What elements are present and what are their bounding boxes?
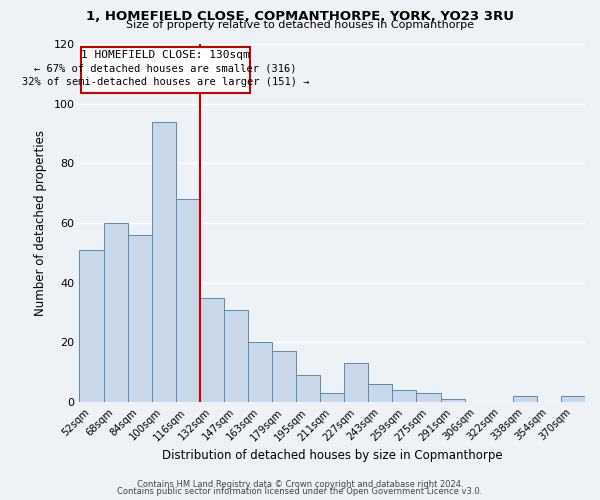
Text: 1 HOMEFIELD CLOSE: 130sqm: 1 HOMEFIELD CLOSE: 130sqm <box>81 50 250 60</box>
Bar <box>561 396 585 402</box>
Text: Contains public sector information licensed under the Open Government Licence v3: Contains public sector information licen… <box>118 487 482 496</box>
Bar <box>416 393 440 402</box>
Text: 1, HOMEFIELD CLOSE, COPMANTHORPE, YORK, YO23 3RU: 1, HOMEFIELD CLOSE, COPMANTHORPE, YORK, … <box>86 10 514 23</box>
Bar <box>392 390 416 402</box>
Bar <box>128 235 152 402</box>
Bar <box>513 396 537 402</box>
Bar <box>82 47 250 93</box>
Bar <box>200 298 224 402</box>
Text: 32% of semi-detached houses are larger (151) →: 32% of semi-detached houses are larger (… <box>22 77 310 87</box>
Bar <box>368 384 392 402</box>
Text: Contains HM Land Registry data © Crown copyright and database right 2024.: Contains HM Land Registry data © Crown c… <box>137 480 463 489</box>
Bar <box>79 250 104 402</box>
Bar <box>344 364 368 402</box>
Text: Size of property relative to detached houses in Copmanthorpe: Size of property relative to detached ho… <box>126 20 474 30</box>
Bar <box>440 399 464 402</box>
Y-axis label: Number of detached properties: Number of detached properties <box>34 130 47 316</box>
Bar <box>248 342 272 402</box>
Bar <box>104 223 128 402</box>
Bar <box>176 199 200 402</box>
Bar <box>152 122 176 402</box>
Bar <box>272 352 296 402</box>
Text: ← 67% of detached houses are smaller (316): ← 67% of detached houses are smaller (31… <box>34 64 297 74</box>
Bar <box>320 393 344 402</box>
X-axis label: Distribution of detached houses by size in Copmanthorpe: Distribution of detached houses by size … <box>162 450 503 462</box>
Bar <box>296 375 320 402</box>
Bar <box>224 310 248 402</box>
